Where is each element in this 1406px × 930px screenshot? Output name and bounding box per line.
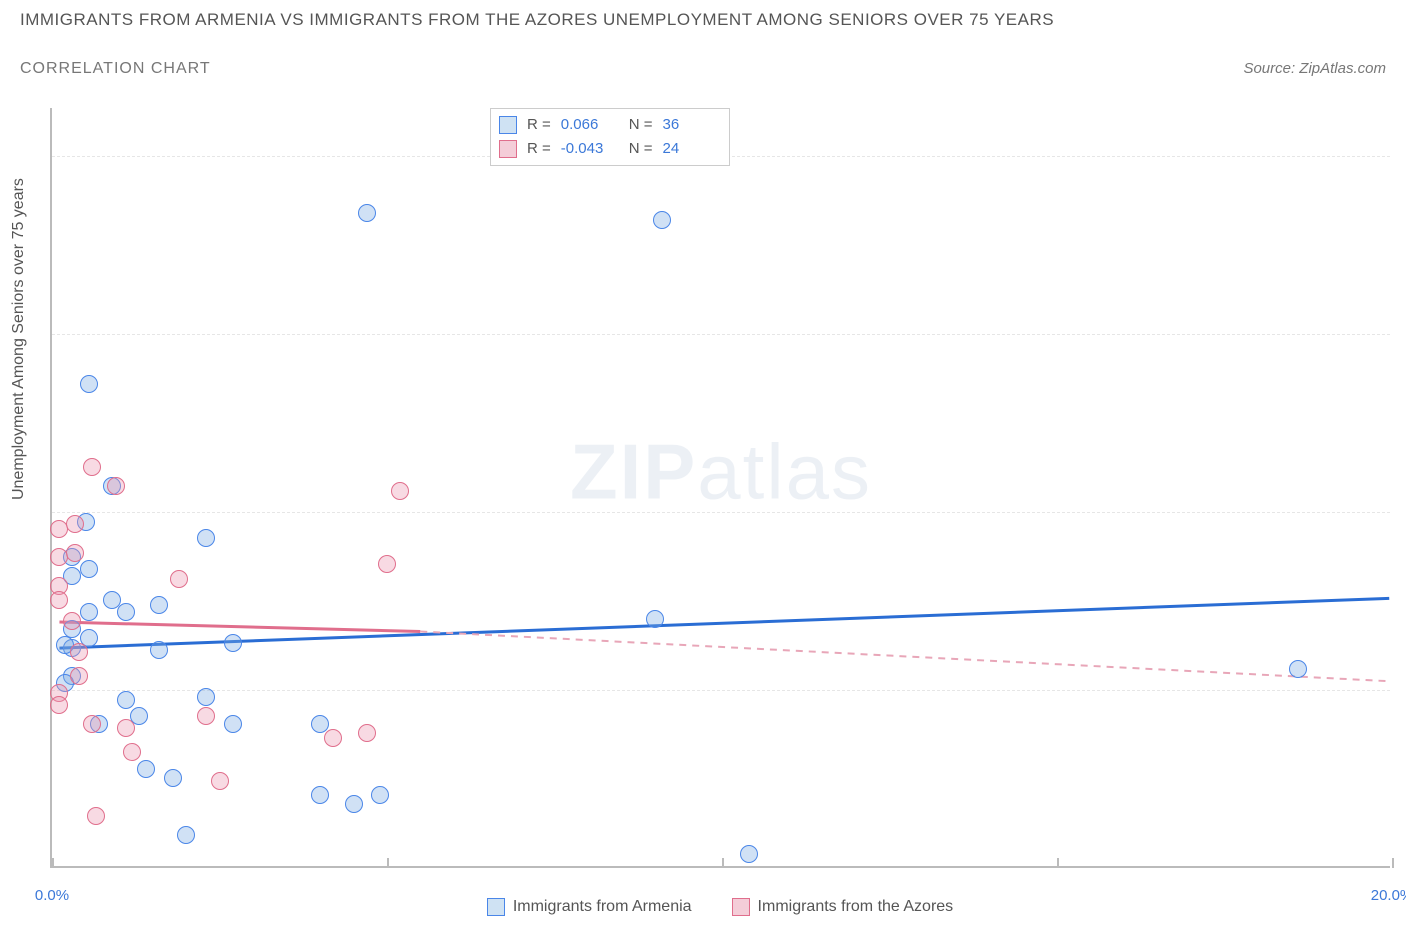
- legend-item: Immigrants from Armenia: [487, 898, 692, 916]
- trend-line: [59, 598, 1389, 648]
- stat-r-value: 0.066: [561, 113, 619, 137]
- trend-line: [59, 622, 420, 631]
- data-point: [740, 845, 758, 863]
- y-axis-label: Unemployment Among Seniors over 75 years: [10, 178, 28, 500]
- stat-n-label: N =: [629, 137, 653, 161]
- stat-n-value: 24: [663, 137, 721, 161]
- legend-swatch: [732, 898, 750, 916]
- data-point: [391, 482, 409, 500]
- data-point: [170, 570, 188, 588]
- data-point: [177, 826, 195, 844]
- data-point: [50, 696, 68, 714]
- legend-label: Immigrants from Armenia: [513, 898, 692, 916]
- legend-swatch: [499, 140, 517, 158]
- plot-area: ZIPatlas 7.5%15.0%22.5%30.0%0.0%20.0%: [50, 108, 1390, 868]
- data-point: [378, 555, 396, 573]
- data-point: [345, 795, 363, 813]
- legend-swatch: [487, 898, 505, 916]
- data-point: [83, 715, 101, 733]
- data-point: [197, 529, 215, 547]
- x-tick: [1392, 858, 1394, 868]
- y-gridline: [52, 690, 1390, 691]
- data-point: [80, 603, 98, 621]
- data-point: [50, 520, 68, 538]
- data-point: [1289, 660, 1307, 678]
- stat-n-value: 36: [663, 113, 721, 137]
- x-tick: [722, 858, 724, 868]
- data-point: [211, 772, 229, 790]
- data-point: [224, 634, 242, 652]
- data-point: [311, 786, 329, 804]
- source-citation: Source: ZipAtlas.com: [1243, 60, 1386, 77]
- stat-n-label: N =: [629, 113, 653, 137]
- y-gridline: [52, 334, 1390, 335]
- data-point: [150, 641, 168, 659]
- chart-container: ZIPatlas 7.5%15.0%22.5%30.0%0.0%20.0% R …: [50, 108, 1390, 868]
- data-point: [50, 548, 68, 566]
- page-title: IMMIGRANTS FROM ARMENIA VS IMMIGRANTS FR…: [20, 10, 1054, 30]
- y-gridline: [52, 512, 1390, 513]
- data-point: [358, 204, 376, 222]
- data-point: [311, 715, 329, 733]
- y-tick-label: 22.5%: [1396, 325, 1406, 342]
- data-point: [70, 667, 88, 685]
- data-point: [150, 596, 168, 614]
- x-tick: [1057, 858, 1059, 868]
- watermark: ZIPatlas: [570, 426, 872, 517]
- data-point: [83, 458, 101, 476]
- stats-row: R = -0.043 N = 24: [499, 137, 721, 161]
- trend-line: [420, 631, 1389, 681]
- data-point: [87, 807, 105, 825]
- watermark-zip: ZIP: [570, 427, 697, 515]
- data-point: [123, 743, 141, 761]
- data-point: [117, 719, 135, 737]
- stats-row: R = 0.066 N = 36: [499, 113, 721, 137]
- data-point: [50, 591, 68, 609]
- x-tick: [387, 858, 389, 868]
- data-point: [63, 612, 81, 630]
- data-point: [324, 729, 342, 747]
- data-point: [70, 643, 88, 661]
- data-point: [646, 610, 664, 628]
- data-point: [117, 691, 135, 709]
- data-point: [80, 560, 98, 578]
- data-point: [197, 707, 215, 725]
- bottom-legend: Immigrants from Armenia Immigrants from t…: [50, 898, 1390, 921]
- data-point: [164, 769, 182, 787]
- data-point: [653, 211, 671, 229]
- data-point: [66, 544, 84, 562]
- data-point: [66, 515, 84, 533]
- data-point: [358, 724, 376, 742]
- legend-item: Immigrants from the Azores: [732, 898, 954, 916]
- watermark-atlas: atlas: [697, 427, 872, 515]
- legend-label: Immigrants from the Azores: [758, 898, 954, 916]
- y-tick-label: 30.0%: [1396, 147, 1406, 164]
- data-point: [371, 786, 389, 804]
- data-point: [224, 715, 242, 733]
- data-point: [80, 375, 98, 393]
- legend-swatch: [499, 116, 517, 134]
- y-tick-label: 15.0%: [1396, 503, 1406, 520]
- x-tick: [52, 858, 54, 868]
- stats-legend-box: R = 0.066 N = 36 R = -0.043 N = 24: [490, 108, 730, 166]
- stat-r-value: -0.043: [561, 137, 619, 161]
- stat-r-label: R =: [527, 113, 551, 137]
- data-point: [197, 688, 215, 706]
- trend-lines-layer: [52, 108, 1390, 866]
- data-point: [137, 760, 155, 778]
- data-point: [117, 603, 135, 621]
- chart-subtitle: CORRELATION CHART: [20, 60, 211, 78]
- data-point: [107, 477, 125, 495]
- y-tick-label: 7.5%: [1396, 681, 1406, 698]
- stat-r-label: R =: [527, 137, 551, 161]
